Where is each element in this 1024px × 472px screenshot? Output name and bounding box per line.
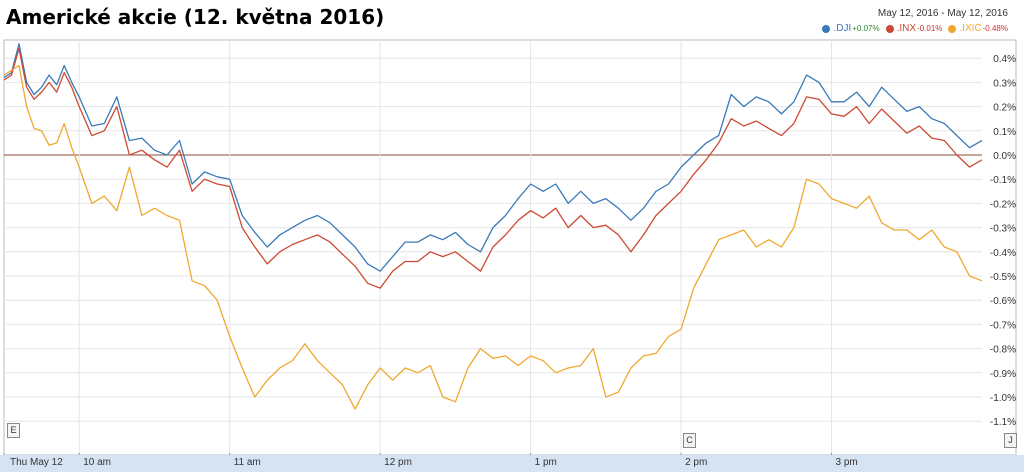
- grid: [3, 39, 1017, 456]
- legend-symbol: .IXIC: [959, 23, 982, 34]
- legend-dot-inx: [885, 24, 894, 33]
- y-tick-label: -0.8%: [990, 345, 1016, 356]
- legend-change: +0.07%: [852, 24, 880, 33]
- series-line-inx: [3, 47, 983, 289]
- plot-border: [3, 39, 1017, 456]
- y-tick-label: -0.5%: [990, 272, 1016, 283]
- date-separator: -: [941, 8, 945, 19]
- legend-change: -0.01%: [917, 24, 943, 33]
- y-tick-label: 0.3%: [993, 78, 1016, 89]
- legend-item-dji[interactable]: .DJI +0.07%: [822, 23, 880, 34]
- y-tick-label: -0.7%: [990, 320, 1016, 331]
- legend-dot-dji: [822, 24, 831, 33]
- annotation-flag-j[interactable]: J: [1004, 433, 1017, 448]
- x-tick-label: 2 pm: [685, 457, 707, 468]
- y-tick-label: 0.2%: [993, 103, 1016, 114]
- y-tick-label: -0.2%: [990, 199, 1016, 210]
- x-axis-band: [0, 455, 1024, 472]
- x-tick-label: Thu May 12: [10, 457, 63, 468]
- annotation-flag-c[interactable]: C: [683, 433, 696, 448]
- y-tick-label: -0.1%: [990, 175, 1016, 186]
- x-tick-label: 10 am: [83, 457, 111, 468]
- annotation-flag-e[interactable]: E: [7, 423, 20, 438]
- legend: .DJI +0.07% .INX -0.01% .IXIC -0.48%: [822, 23, 1008, 34]
- date-from: May 12, 2016: [877, 8, 939, 19]
- date-range[interactable]: May 12, 2016 - May 12, 2016: [878, 8, 1008, 19]
- series-line-dji: [3, 43, 983, 272]
- x-tick-label: 11 am: [234, 457, 261, 468]
- date-to: May 12, 2016: [947, 8, 1008, 19]
- y-tick-label: 0.1%: [993, 127, 1016, 138]
- legend-symbol: .INX: [896, 23, 917, 34]
- x-tick-label: 1 pm: [535, 457, 557, 468]
- x-axis: Thu May 12 10 am 11 am 12 pm 1 pm 2 pm 3 pm: [0, 453, 1024, 472]
- y-tick-label: -0.9%: [990, 369, 1016, 380]
- legend-symbol: .DJI: [833, 23, 852, 34]
- legend-dot-ixic: [948, 24, 957, 33]
- legend-change: -0.48%: [982, 24, 1008, 33]
- x-tick-label: 12 pm: [384, 457, 412, 468]
- chart-title: Americké akcie (12. května 2016): [6, 5, 385, 29]
- y-axis: 0.4% 0.3% 0.2% 0.1% 0.0% -0.1% -0.2% -0.3% -0.4%…: [990, 54, 1016, 428]
- y-tick-label: -1.1%: [990, 417, 1016, 428]
- legend-item-ixic[interactable]: .IXIC -0.48%: [948, 23, 1008, 34]
- y-tick-label: 0.0%: [993, 151, 1016, 162]
- y-tick-label: -0.6%: [990, 296, 1016, 307]
- series-line-ixic: [3, 64, 983, 410]
- series-lines: [3, 43, 983, 410]
- x-tick-label: 3 pm: [836, 457, 858, 468]
- y-tick-label: -0.4%: [990, 248, 1016, 259]
- y-tick-label: 0.4%: [993, 54, 1016, 65]
- y-tick-label: -1.0%: [990, 393, 1016, 404]
- legend-item-inx[interactable]: .INX -0.01%: [885, 23, 943, 34]
- y-tick-label: -0.3%: [990, 224, 1016, 235]
